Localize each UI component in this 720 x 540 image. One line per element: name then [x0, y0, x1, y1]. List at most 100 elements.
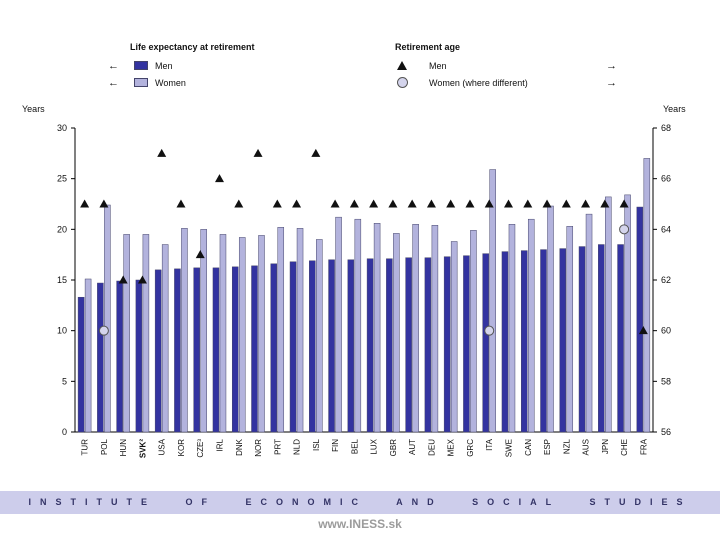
bar-women-DNK: [238, 237, 246, 433]
bar-women-JPN: [605, 196, 612, 433]
bar-women-CAN: [527, 218, 535, 433]
bar-women-NZL: [566, 226, 574, 433]
dual-axis-bar-chart: 0 5 10 15 20 25 30 56 58 60 62 64 66 68 TUR POL HUN SVK² U…: [57, 123, 671, 458]
x-axis-category-label: LUX: [370, 438, 379, 454]
right-axis-tick-label: 68: [661, 123, 671, 133]
bar-women-AUT: [412, 224, 419, 433]
institute-banner: INSTITUTE OF ECONOMIC AND SOCIAL STUDIES: [0, 491, 720, 514]
left-axis-tick-label: 10: [57, 326, 67, 336]
bar-women-ESP: [547, 205, 554, 433]
bar-women-SWE: [508, 224, 516, 433]
left-axis-tick-label: 20: [57, 224, 67, 234]
retirement-age-men-marker-IRL: [215, 174, 224, 183]
bar-men-GRC: [463, 255, 470, 433]
x-axis-category-label: NLD: [293, 439, 302, 455]
bar-women-TUR: [84, 278, 92, 433]
x-axis-category-label: PRT: [273, 439, 282, 455]
bar-men-POL: [97, 282, 104, 433]
bar-women-CHE: [624, 194, 631, 433]
retirement-age-men-marker-NZL: [561, 199, 571, 208]
x-axis-category-label: KOR: [177, 439, 186, 457]
x-axis-category-label: BEL: [350, 438, 359, 454]
bar-men-SVK²: [135, 279, 143, 433]
retirement-age-men-marker-JPN: [600, 199, 610, 208]
retirement-age-men-marker-NLD: [292, 199, 302, 208]
bar-men-NZL: [559, 248, 567, 433]
x-axis-category-label: MEX: [447, 438, 456, 456]
right-axis-tick-label: 62: [661, 275, 671, 285]
legend-women-label: Women: [155, 77, 186, 88]
bar-men-TUR: [77, 296, 85, 433]
bar-men-CZE³: [193, 267, 200, 433]
left-axis-tick-label: 30: [57, 123, 67, 133]
retirement-age-men-marker-CHE: [619, 199, 629, 208]
x-axis-category-label: GRC: [466, 439, 475, 457]
retirement-age-men-marker-BEL: [349, 199, 359, 208]
bar-women-NLD: [296, 228, 304, 433]
retirement-age-men-marker-LUX: [369, 199, 379, 208]
bar-men-BEL: [347, 259, 355, 433]
right-arrow-icon: →: [606, 59, 617, 72]
legend-ret-men-label: Men: [429, 60, 447, 71]
left-axis-title: Years: [22, 104, 45, 114]
retirement-age-men-marker-GRC: [465, 199, 475, 208]
right-arrow-icon: →: [606, 76, 617, 89]
legend-retirement-age-title: Retirement age: [395, 42, 461, 52]
x-axis-category-label: DEU: [427, 439, 436, 456]
bar-women-ISL: [316, 239, 323, 433]
retirement-age-men-marker-MEX: [446, 199, 456, 208]
bar-men-DNK: [231, 266, 239, 433]
x-axis-category-label: AUS: [582, 439, 591, 455]
bar-women-SVK²: [142, 234, 150, 433]
women-bar-swatch: [134, 78, 148, 87]
left-axis-tick-label: 25: [57, 174, 67, 184]
bar-men-ITA: [482, 253, 489, 433]
x-axis-category-label: CHE: [620, 439, 629, 456]
retirement-age-women-marker-ITA: [484, 325, 495, 336]
bar-men-JPN: [598, 244, 605, 433]
men-bar-swatch: [134, 61, 148, 70]
bar-women-FIN: [335, 216, 342, 433]
legend-row-ret-women: Women (where different) →: [395, 74, 617, 91]
bar-women-POL: [104, 204, 111, 433]
retirement-age-men-marker-FIN: [330, 199, 340, 208]
right-axis-tick-label: 56: [661, 427, 671, 437]
retirement-age-women-marker-POL: [98, 325, 109, 336]
bar-women-LUX: [373, 223, 381, 433]
x-axis-category-label: CZE³: [196, 439, 205, 458]
x-axis-category-label: NZL: [562, 438, 571, 454]
bar-men-FIN: [328, 259, 335, 433]
retirement-age-men-marker-CZE³: [195, 250, 205, 259]
bar-men-AUS: [578, 246, 586, 433]
left-arrow-icon: ←: [108, 76, 119, 89]
bar-women-HUN: [123, 234, 130, 433]
legend-life-expectancy-title: Life expectancy at retirement: [130, 42, 255, 52]
retirement-age-men-marker-AUS: [581, 199, 591, 208]
retirement-age-men-marker-ESP: [542, 199, 552, 208]
bar-women-NOR: [258, 235, 265, 433]
bar-men-LUX: [366, 258, 374, 433]
retirement-age-men-marker-NOR: [253, 148, 263, 157]
bar-men-KOR: [174, 268, 181, 433]
retirement-age-men-marker-GBR: [388, 199, 398, 208]
bar-men-NLD: [289, 261, 297, 433]
x-axis-category-label: FIN: [331, 439, 340, 452]
left-axis-tick-label: 0: [62, 427, 67, 437]
x-axis-category-label: NOR: [254, 439, 263, 457]
retirement-age-men-marker-CAN: [523, 199, 533, 208]
right-axis-tick-label: 64: [661, 224, 671, 234]
legend-life-expectancy: Life expectancy at retirement ← Men ← Wo…: [108, 42, 338, 91]
x-axis-category-label: USA: [158, 438, 167, 455]
x-axis-category-label: ESP: [543, 439, 552, 455]
retirement-age-men-marker-PRT: [272, 199, 282, 208]
x-axis-category-label: GBR: [389, 439, 398, 457]
legend-row-women: ← Women: [108, 74, 338, 91]
bar-men-SWE: [501, 251, 509, 433]
retirement-age-men-marker-POL: [99, 199, 109, 208]
bar-men-USA: [154, 269, 162, 433]
bar-women-CZE³: [200, 229, 207, 433]
legend-ret-women-label: Women (where different): [429, 77, 528, 88]
retirement-age-men-marker-SWE: [504, 199, 513, 208]
retirement-age-men-marker-FRA: [638, 326, 648, 335]
